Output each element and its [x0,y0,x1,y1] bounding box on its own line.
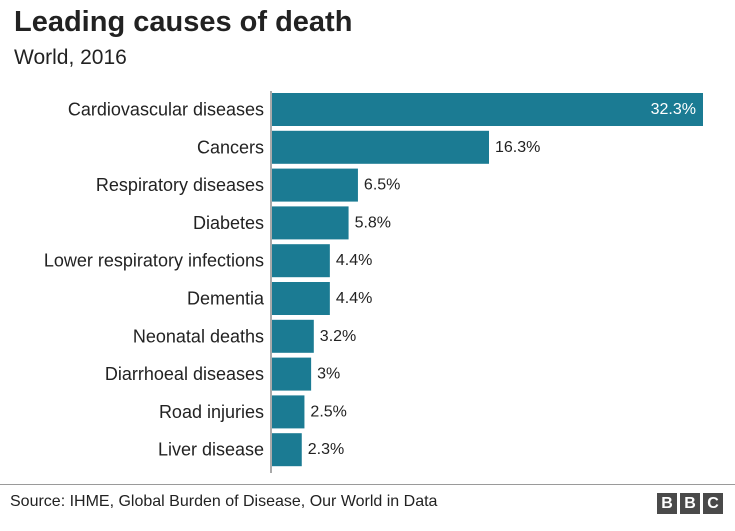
bar-chart: Cardiovascular diseases 32.3% Cancers 16.3%… [44,91,703,473]
value-label: 4.4% [336,290,372,307]
bar [272,319,314,353]
bar [272,168,358,202]
logo-letter: B [657,493,677,514]
category-label: Cancers [197,137,264,157]
bar [272,433,302,467]
value-label: 2.3% [308,441,344,458]
category-label: Respiratory diseases [96,175,264,195]
category-label: Diabetes [193,213,264,233]
value-label: 5.8% [355,214,391,231]
chart-title: Leading causes of death [14,6,353,38]
category-label: Diarrhoeal diseases [105,364,264,384]
category-label: Dementia [187,289,265,309]
bar [272,206,349,240]
value-label: 16.3% [495,139,540,156]
category-label: Liver disease [158,440,264,460]
bar [272,244,330,278]
value-label: 4.4% [336,252,372,269]
category-label: Neonatal deaths [133,326,264,346]
logo-letter: C [703,493,723,514]
value-label: 6.5% [364,177,400,194]
bar [272,395,305,429]
footer-divider [0,484,735,485]
bar [272,357,312,391]
bar [272,130,490,164]
value-label: 3.2% [320,328,356,345]
category-label: Lower respiratory infections [44,251,264,271]
logo-letter: B [680,493,700,514]
value-label: 32.3% [651,101,696,118]
source-note: Source: IHME, Global Burden of Disease, … [10,493,438,510]
category-label: Cardiovascular diseases [68,100,264,120]
bar [272,93,703,126]
bbc-logo: B B C [657,493,723,514]
category-label: Road injuries [159,402,264,422]
bar [272,282,330,315]
value-label: 2.5% [310,403,346,420]
chart-subtitle: World, 2016 [14,46,127,69]
value-label: 3% [317,366,340,383]
